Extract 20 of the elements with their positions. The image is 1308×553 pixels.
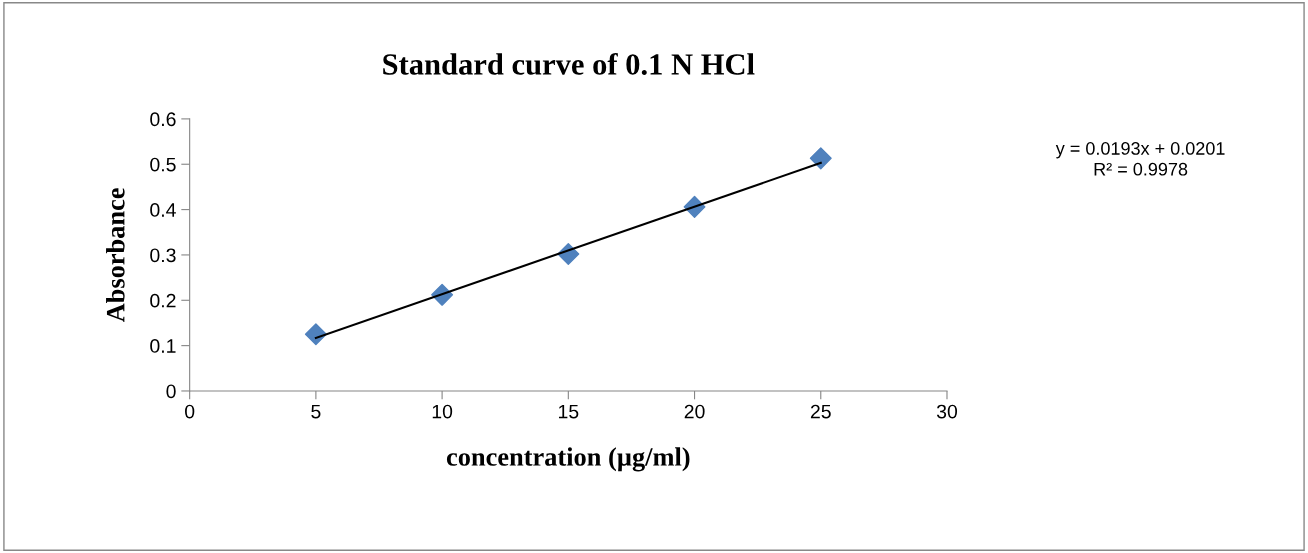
x-tick-label: 5 — [311, 404, 321, 419]
x-tick-label: 15 — [559, 404, 579, 419]
y-tick-label: 0 — [166, 384, 176, 399]
point — [809, 147, 832, 170]
y-tick-label: 0.2 — [150, 293, 176, 308]
x-axis-title: concentration (µg/ml) — [446, 447, 690, 472]
x-tick-label: 25 — [810, 404, 831, 419]
text: y = 0.0193x + 0.0201 R² = 0.9978 — [1055, 142, 1225, 176]
x-tick-label: 20 — [684, 404, 705, 419]
x-tick-label: 0 — [185, 404, 195, 419]
x-tick-label: 30 — [936, 404, 958, 419]
y-tick-label: 0.1 — [150, 339, 176, 353]
y-tick-label: 0.3 — [150, 248, 176, 263]
y-tick-label: 0.6 — [150, 112, 176, 127]
point — [304, 323, 327, 346]
y-tick-label: 0.5 — [150, 157, 176, 172]
y-axis-title: Absorbance — [106, 188, 125, 323]
x-tick-label: 10 — [432, 404, 453, 419]
y-tick-label: 0.4 — [150, 203, 176, 217]
chart-title: Standard curve of 0.1 N HCl — [383, 52, 755, 75]
